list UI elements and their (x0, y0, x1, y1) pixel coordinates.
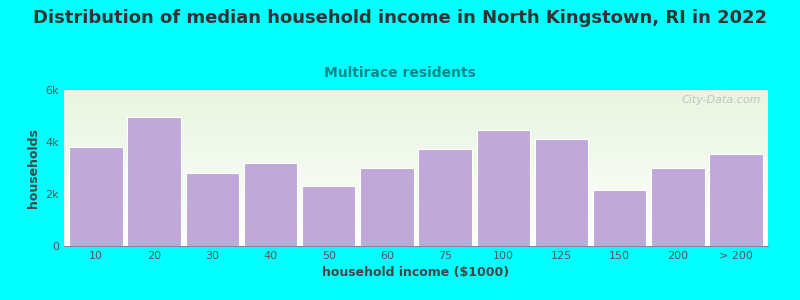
Bar (302, 186, 355, 246)
Bar (244, 163, 298, 246)
Bar (418, 148, 472, 246)
Text: City-Data.com: City-Data.com (682, 95, 761, 105)
Bar (186, 173, 239, 246)
X-axis label: household income ($1000): household income ($1000) (322, 266, 510, 279)
Bar (360, 168, 414, 246)
Bar (534, 140, 588, 246)
Bar (477, 130, 530, 246)
Text: Distribution of median household income in North Kingstown, RI in 2022: Distribution of median household income … (33, 9, 767, 27)
Bar (127, 117, 181, 246)
Y-axis label: households: households (27, 128, 40, 208)
Text: Multirace residents: Multirace residents (324, 66, 476, 80)
Bar (651, 168, 705, 246)
Bar (710, 154, 762, 246)
Bar (70, 147, 122, 246)
Bar (593, 190, 646, 246)
